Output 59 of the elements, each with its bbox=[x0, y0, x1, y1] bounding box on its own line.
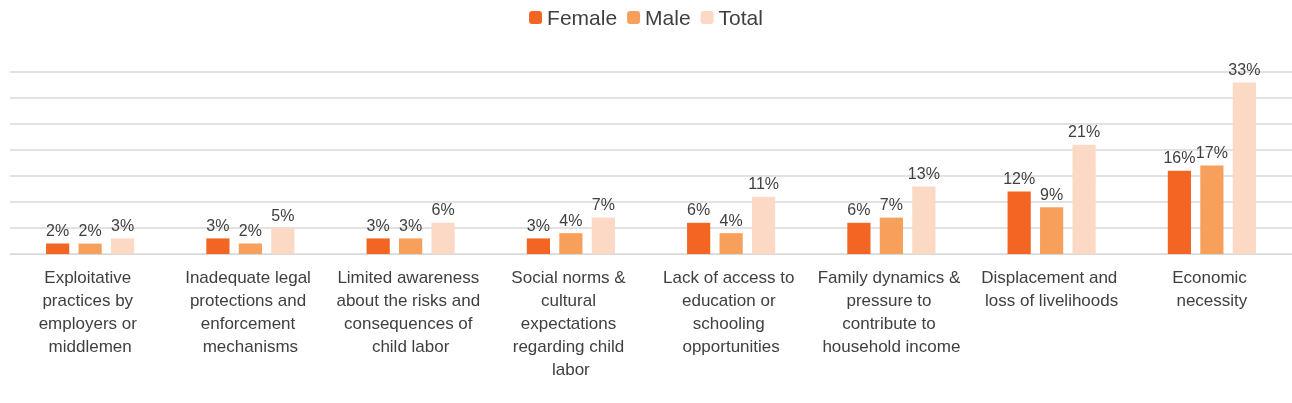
bar bbox=[1200, 165, 1224, 254]
bar bbox=[111, 238, 135, 254]
legend-label: Male bbox=[645, 6, 691, 29]
bar bbox=[559, 233, 583, 254]
data-label: 2% bbox=[238, 222, 262, 240]
bar bbox=[1007, 191, 1031, 254]
data-label: 2% bbox=[46, 222, 70, 240]
bar bbox=[1040, 207, 1064, 254]
data-label: 7% bbox=[879, 196, 903, 214]
x-tick-label: Exploitative practices by employers or middlemen bbox=[38, 268, 142, 356]
data-label: 3% bbox=[399, 216, 423, 234]
data-label: 3% bbox=[526, 216, 550, 234]
x-tick-label: Family dynamics & pressure to contribute to household income bbox=[817, 268, 966, 356]
data-label: 13% bbox=[907, 164, 940, 182]
data-label: 17% bbox=[1195, 144, 1228, 162]
data-label: 6% bbox=[847, 201, 871, 219]
x-tick-label: Lack of access to education or schooling opportunities bbox=[663, 268, 800, 356]
x-tick-label: Displacement and loss of livelihoods bbox=[981, 268, 1123, 310]
bar bbox=[271, 228, 295, 254]
data-label: 4% bbox=[559, 211, 583, 229]
data-label: 5% bbox=[271, 206, 295, 224]
bar bbox=[431, 222, 455, 254]
bar bbox=[526, 238, 550, 254]
data-label: 6% bbox=[431, 201, 455, 219]
x-tick-label: Economic necessity bbox=[1172, 268, 1252, 310]
data-label: 33% bbox=[1228, 60, 1261, 78]
data-label: 16% bbox=[1163, 149, 1196, 167]
bar bbox=[1232, 82, 1256, 254]
data-label: 12% bbox=[1003, 170, 1036, 188]
bar bbox=[719, 233, 743, 254]
bar bbox=[366, 238, 390, 254]
bar bbox=[399, 238, 423, 254]
x-tick-label: Limited awareness about the risks and consequences of child labor bbox=[336, 268, 485, 356]
legend-label: Total bbox=[718, 6, 763, 29]
x-tick-label: Inadequate legal protections and enforcement mechanisms bbox=[185, 268, 316, 356]
data-label: 21% bbox=[1068, 123, 1101, 141]
bar bbox=[46, 243, 70, 254]
data-label: 3% bbox=[206, 216, 230, 234]
bar bbox=[847, 222, 871, 254]
bar bbox=[591, 217, 615, 254]
data-label: 9% bbox=[1040, 185, 1064, 203]
bar bbox=[1072, 144, 1096, 254]
data-label: 3% bbox=[111, 216, 135, 234]
data-label: 6% bbox=[687, 201, 711, 219]
data-label: 3% bbox=[366, 216, 390, 234]
bar bbox=[752, 196, 776, 254]
bar bbox=[879, 217, 903, 254]
bar bbox=[238, 243, 262, 254]
legend-label: Female bbox=[547, 6, 618, 29]
bar bbox=[1167, 170, 1191, 254]
bar bbox=[206, 238, 230, 254]
bar bbox=[78, 243, 102, 254]
x-tick-label: Social norms & cultural expectations regarding child labor bbox=[511, 268, 631, 379]
data-label: 2% bbox=[78, 222, 102, 240]
bar bbox=[687, 222, 711, 254]
bar bbox=[912, 186, 936, 254]
data-label: 7% bbox=[591, 196, 615, 214]
data-label: 4% bbox=[719, 211, 743, 229]
data-label: 11% bbox=[748, 175, 780, 193]
